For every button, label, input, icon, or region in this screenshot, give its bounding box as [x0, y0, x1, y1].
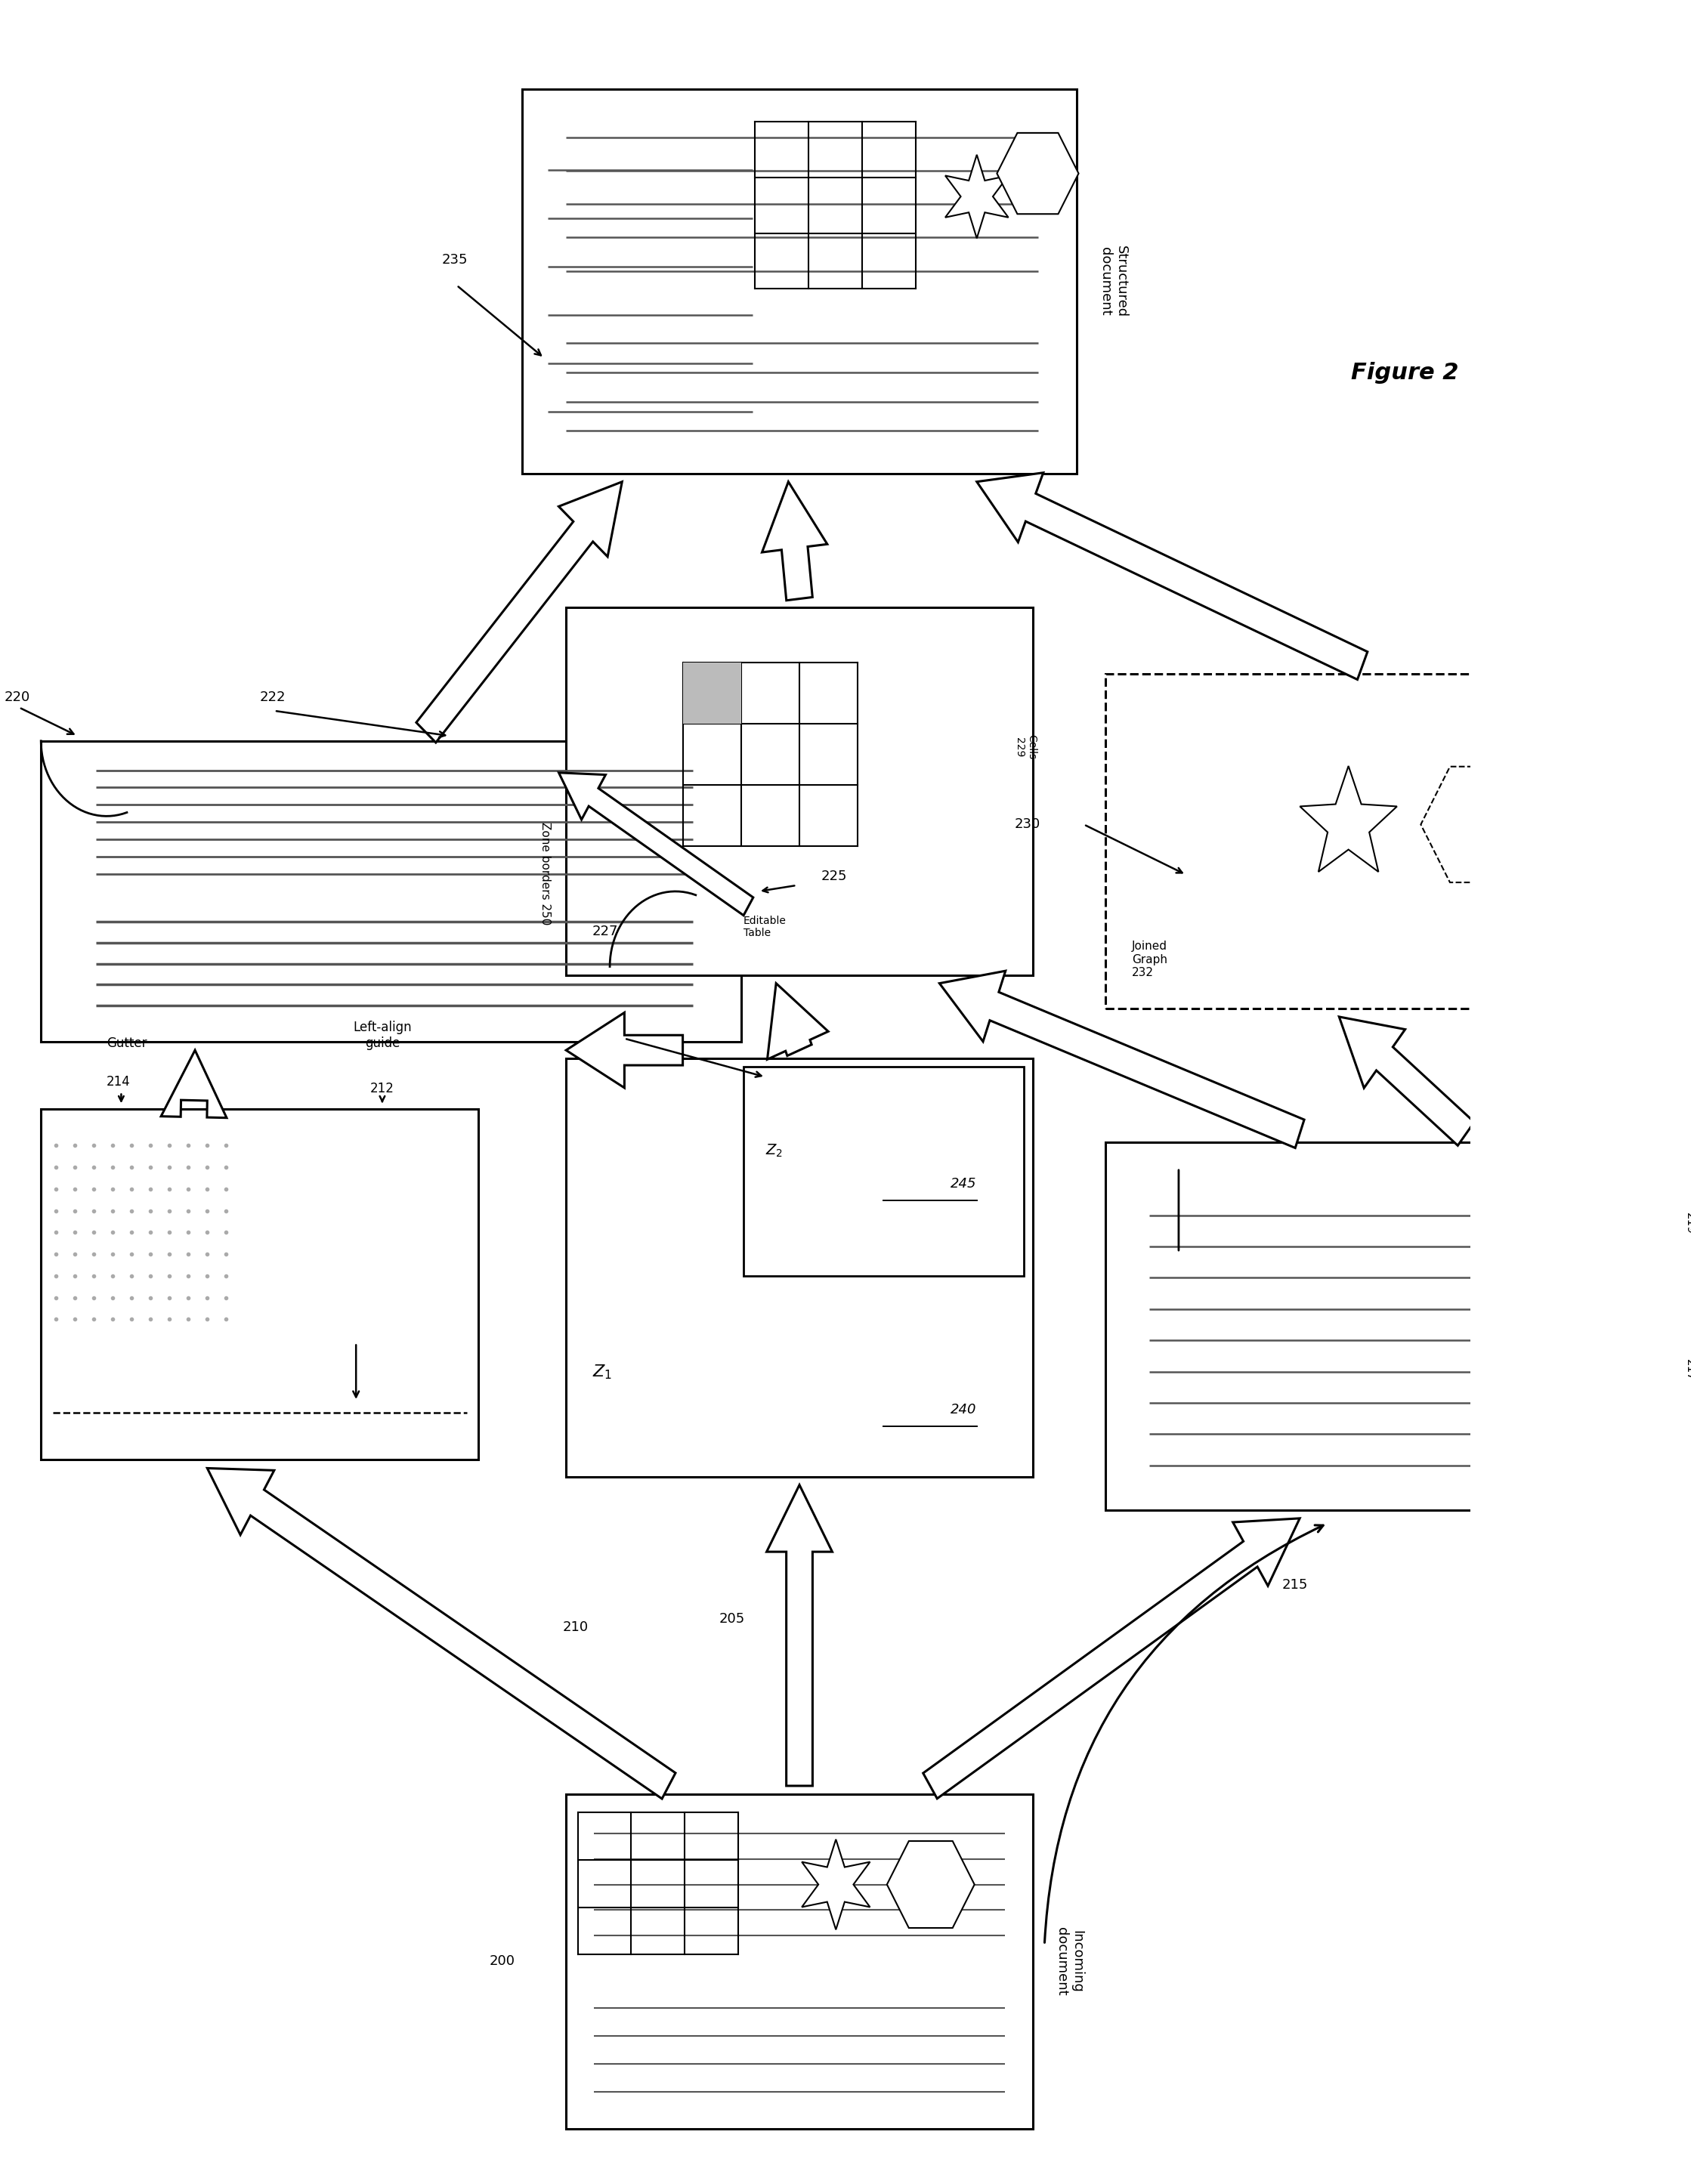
FancyBboxPatch shape [744, 1068, 1023, 1275]
FancyBboxPatch shape [523, 90, 1077, 474]
Text: $Z_2$: $Z_2$ [766, 1142, 783, 1158]
Text: Figure 2: Figure 2 [1351, 363, 1459, 384]
Text: 215: 215 [1282, 1579, 1309, 1592]
Polygon shape [768, 983, 829, 1059]
Polygon shape [763, 483, 827, 601]
FancyBboxPatch shape [566, 607, 1033, 974]
Text: Joined
Graph
232: Joined Graph 232 [1131, 941, 1167, 978]
Bar [683, 662, 741, 723]
Text: 240: 240 [950, 1402, 977, 1417]
Text: Left-align
guide: Left-align guide [353, 1020, 411, 1051]
Polygon shape [977, 472, 1368, 679]
Text: Zone borders 250: Zone borders 250 [539, 821, 551, 924]
FancyBboxPatch shape [41, 740, 741, 1042]
Polygon shape [888, 1841, 974, 1928]
Polygon shape [766, 1485, 832, 1787]
Text: 210: 210 [563, 1621, 588, 1634]
Text: Line
217: Line 217 [1684, 1358, 1691, 1382]
Text: 200: 200 [489, 1955, 516, 1968]
Polygon shape [161, 1051, 227, 1118]
FancyBboxPatch shape [41, 1109, 479, 1459]
Text: Incoming
document: Incoming document [1055, 1926, 1084, 1996]
Polygon shape [923, 1518, 1300, 1800]
Text: 222: 222 [260, 690, 286, 703]
FancyArrowPatch shape [1045, 1524, 1324, 1942]
Text: 235: 235 [441, 253, 468, 266]
Polygon shape [1300, 767, 1397, 871]
Polygon shape [208, 1468, 675, 1800]
Polygon shape [945, 155, 1008, 238]
Text: 227: 227 [592, 924, 619, 939]
Polygon shape [1420, 767, 1537, 882]
FancyBboxPatch shape [566, 1795, 1033, 2129]
FancyBboxPatch shape [566, 1059, 1033, 1476]
Polygon shape [998, 133, 1079, 214]
Text: 230: 230 [1015, 817, 1040, 832]
Text: Editable
Table: Editable Table [744, 915, 786, 939]
Polygon shape [566, 1013, 683, 1088]
Polygon shape [940, 972, 1304, 1149]
Text: $Z_1$: $Z_1$ [592, 1363, 612, 1380]
Text: 205: 205 [719, 1612, 746, 1625]
FancyBboxPatch shape [1106, 675, 1573, 1009]
Polygon shape [416, 483, 622, 743]
FancyBboxPatch shape [1106, 1142, 1661, 1509]
Text: Structured
document: Structured document [1099, 245, 1128, 317]
Text: 212: 212 [370, 1081, 394, 1096]
Text: Paragraph
219: Paragraph 219 [1684, 1192, 1691, 1254]
Polygon shape [558, 773, 752, 915]
Text: 225: 225 [822, 869, 847, 882]
Polygon shape [1339, 1018, 1475, 1147]
Text: 245: 245 [950, 1177, 977, 1190]
Polygon shape [802, 1839, 869, 1931]
Text: 214: 214 [107, 1075, 130, 1088]
Text: Cells
229: Cells 229 [1015, 734, 1037, 760]
Text: 220: 220 [5, 690, 30, 703]
Text: Gutter: Gutter [107, 1037, 147, 1051]
